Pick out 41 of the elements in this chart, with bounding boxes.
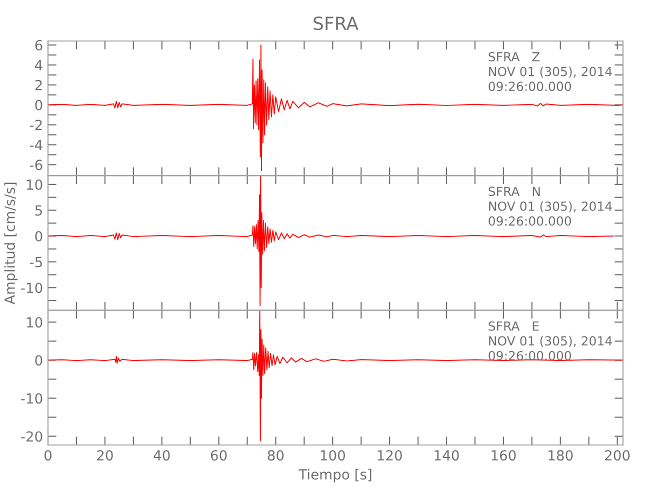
y-tick-label: -10 [21, 282, 42, 294]
y-tick-label: 6 [35, 40, 42, 50]
y-tick-label: 0 [35, 355, 42, 366]
annotation: 09:26:00.000 [488, 82, 572, 92]
y-tick-label: 10 [26, 317, 42, 328]
y-tick-label: 5 [35, 205, 42, 216]
annotation: NOV 01 (305), 2014 [489, 336, 612, 348]
line-series [48, 44, 623, 172]
x-tick-label: 40 [154, 450, 170, 461]
annotation: SFRA E [488, 321, 539, 331]
x-tick-label: 20 [97, 450, 113, 461]
y-tick-label: 2 [35, 80, 42, 90]
x-tick-label: 60 [210, 450, 227, 461]
annotation: 09:26:00.000 [488, 216, 572, 226]
x-tick-label: 100 [320, 450, 345, 461]
y-tick-label: -2 [30, 120, 42, 130]
x-tick-label: 0 [44, 450, 52, 461]
y-tick-label: -4 [30, 140, 42, 150]
x-tick-label: 160 [492, 450, 516, 461]
y-tick-label: 4 [34, 60, 42, 70]
y-tick-label: -10 [21, 393, 42, 404]
y-tick-label: -6 [30, 160, 42, 170]
x-tick-label: 200 [605, 450, 630, 461]
x-tick-label: 80 [268, 450, 284, 461]
x-tick-label: 120 [378, 450, 402, 461]
line-series [48, 176, 614, 306]
y-tick-label: -20 [21, 431, 42, 442]
y-tick-label: 0 [35, 100, 42, 110]
chart-title: SFRA [314, 16, 358, 30]
annotation: SFRA Z [488, 52, 540, 62]
annotation: NOV 01 (305), 2014 [489, 66, 612, 78]
y-tick-label: 0 [35, 231, 42, 242]
x-tick-label: 180 [548, 450, 573, 461]
annotation: 09:26:00.000 [488, 350, 572, 360]
x-axis-title: Tiempo [s] [298, 468, 372, 482]
x-tick-label: 140 [434, 450, 459, 461]
y-tick-label: 10 [26, 179, 42, 190]
annotation: NOV 01 (305), 2014 [489, 201, 612, 212]
annotation: SFRA N [488, 186, 540, 196]
y-tick-label: -5 [30, 256, 42, 268]
y-axis-title: Amplitud [cm/s/s] [4, 182, 18, 304]
